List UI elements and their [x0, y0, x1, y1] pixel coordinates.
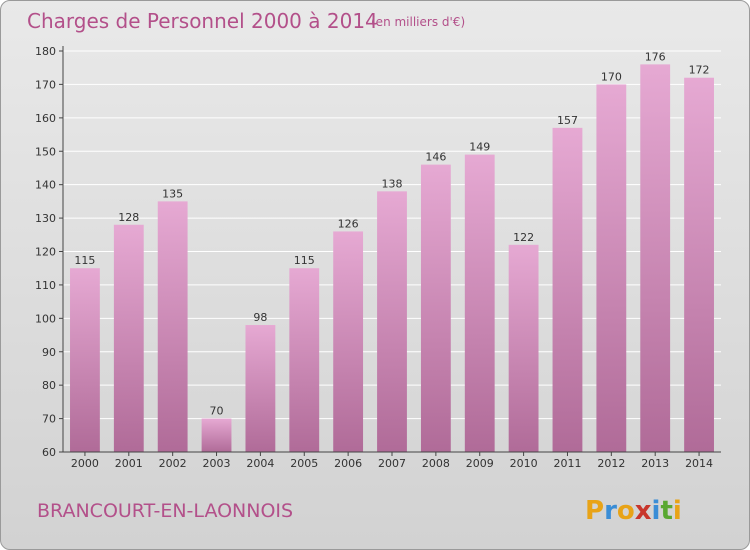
logo-letter: i	[652, 496, 661, 526]
y-tick-label: 80	[42, 379, 56, 392]
x-tick-label: 2003	[203, 457, 231, 470]
data-label: 135	[162, 187, 183, 200]
x-tick-label: 2001	[115, 457, 143, 470]
bar	[684, 77, 714, 452]
x-tick-label: 2006	[334, 457, 362, 470]
bar	[289, 268, 320, 452]
x-tick-label: 2009	[466, 457, 494, 470]
data-label: 146	[425, 151, 446, 164]
chart-subtitle: (en milliers d'€)	[371, 15, 465, 29]
bar	[508, 244, 539, 452]
proxiti-logo: Proxiti	[585, 496, 682, 526]
logo-letter: r	[604, 496, 617, 526]
y-tick-label: 70	[42, 413, 56, 426]
bar	[552, 127, 583, 452]
data-label: 172	[689, 64, 710, 77]
data-label: 115	[74, 254, 95, 267]
x-tick-label: 2002	[159, 457, 187, 470]
x-tick-labels: 2000 2001 2002 2003 2004 2005 2006 2007 2008 2009…	[71, 452, 713, 470]
data-labels: 115 128 135 70 98 115 126 138 146 149 122 157 170 176…	[74, 50, 709, 417]
data-label: 149	[469, 141, 490, 154]
bar	[420, 164, 451, 452]
y-tick-label: 180	[35, 45, 56, 58]
y-tick-label: 90	[42, 346, 56, 359]
location-name: BRANCOURT-EN-LAONNOIS	[37, 500, 293, 522]
y-tick-label: 60	[42, 446, 56, 459]
y-tick-label: 110	[35, 279, 56, 292]
data-label: 170	[601, 70, 622, 83]
bar	[70, 268, 100, 452]
x-tick-label: 2010	[510, 457, 538, 470]
y-tick-label: 150	[35, 145, 56, 158]
logo-letter: i	[673, 496, 682, 526]
y-tick-label: 140	[35, 179, 56, 192]
bar	[640, 64, 671, 452]
y-tick-label: 170	[35, 78, 56, 91]
bar	[596, 84, 627, 453]
x-tick-label: 2013	[641, 457, 669, 470]
logo-letter: P	[585, 496, 604, 526]
x-tick-label: 2014	[685, 457, 713, 470]
bars	[70, 64, 714, 453]
y-tick-label: 120	[35, 246, 56, 259]
x-tick-label: 2011	[553, 457, 581, 470]
data-label: 126	[338, 217, 359, 230]
data-label: 122	[513, 231, 534, 244]
bar	[333, 231, 364, 452]
data-label: 115	[294, 254, 315, 267]
y-tick-label: 160	[35, 112, 56, 125]
data-label: 98	[253, 311, 267, 324]
logo-letter: x	[635, 496, 652, 526]
logo-letter: t	[660, 496, 672, 526]
chart-title: Charges de Personnel 2000 à 2014	[27, 9, 378, 33]
x-tick-label: 2007	[378, 457, 406, 470]
bar	[464, 154, 495, 452]
x-tick-label: 2008	[422, 457, 450, 470]
logo-letter: o	[617, 496, 635, 526]
y-tick-labels: 60 70 80 90 100 110 120 130 140 150 160 170 180	[35, 45, 63, 459]
bar	[157, 201, 188, 452]
data-label: 157	[557, 114, 578, 127]
data-label: 70	[210, 405, 224, 418]
x-tick-label: 2004	[246, 457, 274, 470]
data-label: 176	[645, 50, 666, 63]
bar	[201, 418, 232, 452]
bar	[377, 191, 407, 452]
x-tick-label: 2000	[71, 457, 99, 470]
data-label: 128	[118, 211, 139, 224]
y-tick-label: 130	[35, 212, 56, 225]
x-tick-label: 2005	[290, 457, 318, 470]
x-tick-label: 2012	[597, 457, 625, 470]
y-tick-label: 100	[35, 312, 56, 325]
data-label: 138	[382, 177, 403, 190]
bar	[113, 224, 144, 452]
bar	[245, 325, 276, 452]
